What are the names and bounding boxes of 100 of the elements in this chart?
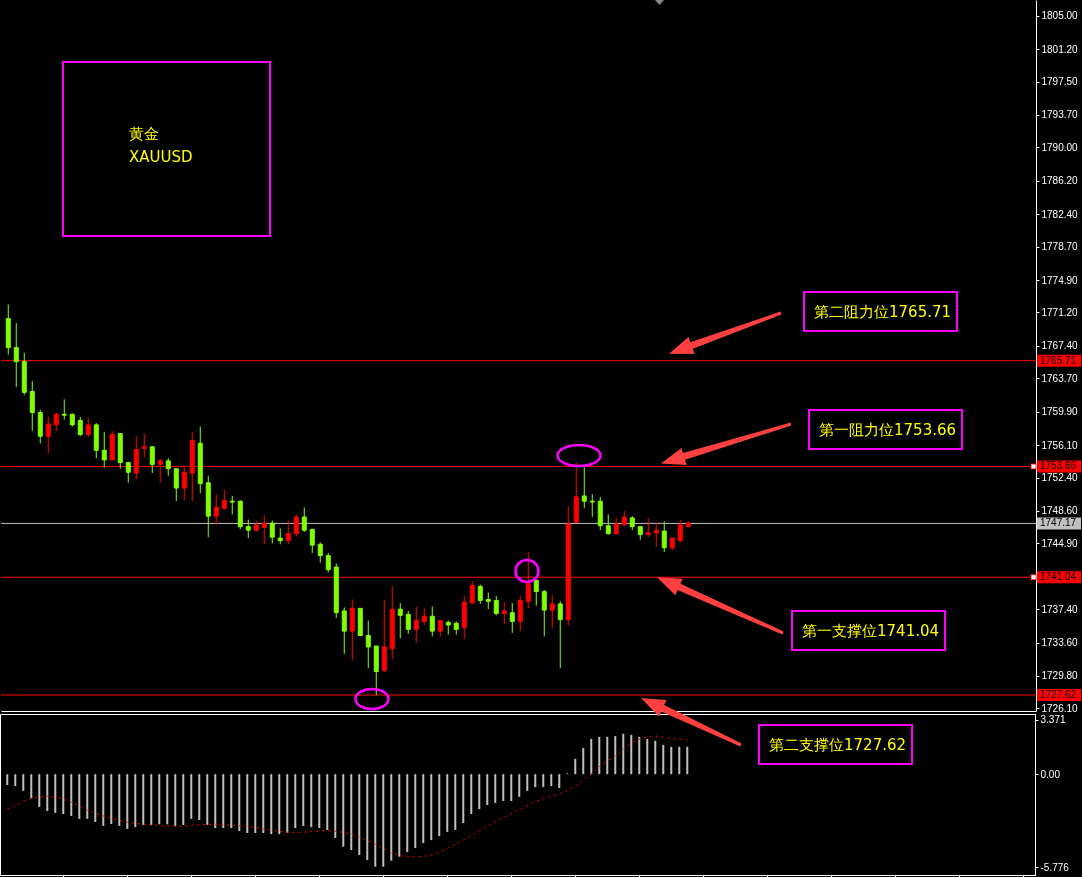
candlestick — [381, 599, 387, 673]
bar — [70, 774, 73, 816]
candlestick — [229, 495, 235, 515]
candlestick — [557, 600, 563, 669]
bar — [78, 774, 81, 819]
bar — [438, 774, 441, 837]
bar — [134, 774, 137, 828]
bar — [374, 774, 377, 867]
y-tick-label: 1752.40 — [1041, 472, 1079, 484]
bar — [486, 774, 489, 806]
bar — [502, 774, 505, 802]
candlestick — [469, 580, 475, 604]
bar — [518, 774, 521, 797]
candlestick — [309, 528, 315, 554]
candlestick — [677, 519, 683, 543]
bar — [390, 774, 393, 861]
bar — [470, 774, 473, 815]
text: XAUUSD — [129, 148, 193, 166]
candlestick — [261, 514, 267, 545]
bar — [510, 774, 513, 802]
bar — [590, 738, 593, 775]
candlestick — [413, 606, 419, 644]
bar — [22, 774, 25, 791]
y-tick-label: 1744.90 — [1041, 537, 1079, 549]
candlestick — [269, 520, 275, 544]
candlestick — [13, 322, 19, 388]
bar — [430, 774, 433, 841]
bar — [54, 774, 57, 813]
bar — [446, 774, 449, 832]
bar — [598, 736, 601, 775]
candlestick — [661, 520, 667, 553]
y-tick-label: 1786.20 — [1041, 175, 1079, 187]
y-tick-label: 1763.70 — [1041, 372, 1079, 384]
y-tick-label: 1726.10 — [1041, 702, 1079, 714]
candlestick — [85, 417, 91, 438]
y-tick-label: 1793.70 — [1041, 109, 1079, 121]
candlestick — [509, 602, 515, 634]
y-tick-label: 1759.90 — [1041, 406, 1079, 418]
y-tick-label: 1767.40 — [1041, 340, 1079, 352]
y-tick-label: 1729.80 — [1041, 670, 1079, 682]
bar — [62, 774, 65, 815]
candlestick — [29, 380, 35, 432]
bar — [230, 774, 233, 829]
bar — [686, 746, 689, 775]
bar — [534, 774, 537, 788]
ref-line-label: 1741.04 — [1040, 571, 1077, 583]
bar — [670, 746, 673, 775]
bar — [166, 774, 169, 825]
bar — [334, 774, 337, 839]
candlestick — [221, 489, 227, 511]
annotation: 第二支撑位1727.62 — [769, 736, 907, 754]
candlestick — [549, 594, 555, 629]
bar — [110, 774, 113, 825]
annotation: 第一支撑位1741.04 — [802, 622, 940, 640]
bar — [422, 774, 425, 843]
candlestick — [501, 601, 507, 625]
annotation: 第一阻力位1753.66 — [819, 421, 957, 439]
bar — [270, 774, 273, 835]
candlestick — [141, 433, 147, 458]
bar — [542, 774, 545, 788]
bar — [294, 774, 297, 829]
bar — [262, 774, 265, 834]
line-series — [6, 735, 688, 858]
bar — [382, 774, 385, 867]
bar — [582, 747, 585, 775]
candlestick — [37, 409, 43, 444]
y-tick-label: 1778.70 — [1041, 241, 1079, 253]
y-tick-label: 3.371 — [1040, 714, 1066, 726]
bar — [30, 774, 33, 799]
candlestick — [101, 431, 107, 469]
candlestick — [477, 584, 483, 605]
bar — [494, 774, 497, 803]
ref-line-label: 1765.71 — [1040, 354, 1077, 366]
bar — [206, 774, 209, 825]
bar — [550, 774, 553, 787]
y-tick-label: 1733.60 — [1041, 637, 1079, 649]
y-tick-label: 1801.20 — [1041, 43, 1079, 55]
y-tick-label: 1737.40 — [1041, 603, 1079, 615]
bar — [222, 774, 225, 829]
bar — [606, 736, 609, 775]
bar — [238, 774, 241, 832]
y-tick-label: 1748.60 — [1041, 505, 1079, 517]
candlestick — [341, 606, 347, 655]
bar — [406, 774, 409, 852]
bar — [214, 774, 217, 829]
annotation: 第二阻力位1765.71 — [814, 303, 952, 321]
candlestick — [365, 620, 371, 669]
bar — [182, 774, 185, 825]
bar — [326, 774, 329, 830]
bar — [150, 774, 153, 825]
candlestick — [541, 589, 547, 637]
candlestick — [405, 610, 411, 635]
bar — [14, 774, 17, 787]
bar — [126, 774, 129, 829]
bar — [102, 774, 105, 826]
candlestick — [77, 416, 83, 437]
y-tick-label: 1790.00 — [1041, 141, 1079, 153]
candlestick — [173, 468, 179, 502]
bar — [478, 774, 481, 810]
bar — [662, 744, 665, 775]
